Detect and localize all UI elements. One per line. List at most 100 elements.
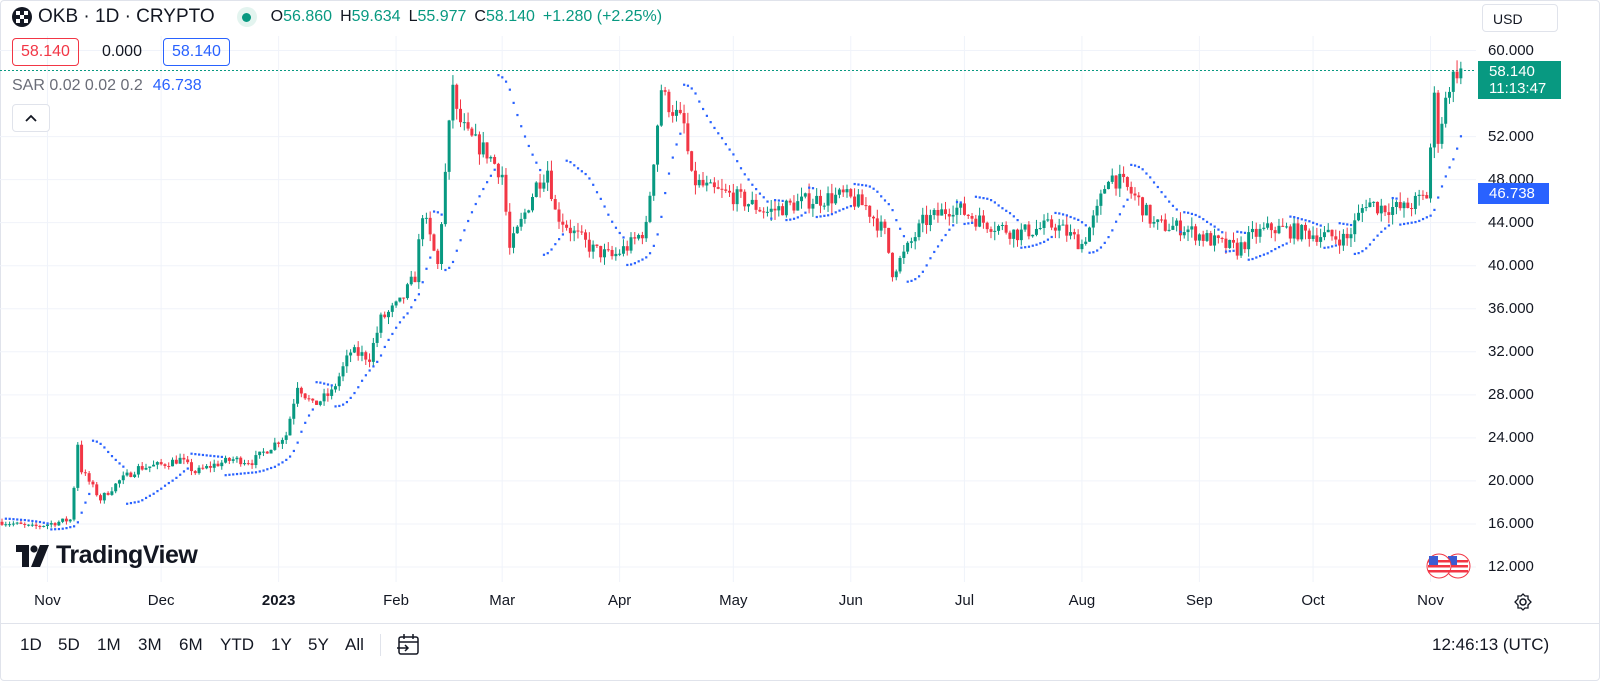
candle-body [765,211,769,213]
sar-dot [300,430,303,433]
settings-gear-icon[interactable] [1513,592,1533,612]
candle-body [1201,234,1205,241]
sar-dot [379,354,383,357]
sar-dot [311,408,314,411]
candle-body [1436,92,1440,144]
sar-dot [88,492,91,496]
candle-body [940,209,944,216]
sar-dot [1152,181,1156,184]
sar-dot [118,462,121,465]
tradingview-logo[interactable]: TradingView [16,541,198,570]
candle-body [57,521,61,526]
sar-dot [853,182,856,186]
sar-dot [1164,195,1167,198]
range-button-1y[interactable]: 1Y [271,635,292,654]
sar-dot [493,168,496,171]
sar-dot [402,316,405,319]
sar-dot [110,455,114,458]
candle-body [1247,232,1251,250]
candle-body [1144,204,1148,216]
sell-button[interactable]: 58.140 [12,38,79,66]
candle-body [1186,229,1190,233]
sar-dot [262,469,265,472]
candle-body [572,230,576,234]
candle-body [383,314,387,318]
sar-dot [1391,196,1394,200]
sar-dot [182,470,186,473]
sar-dot [1327,246,1330,249]
candle-body [1262,227,1266,229]
candle-body [303,393,307,399]
candle-body [53,523,57,526]
range-button-1m[interactable]: 1M [97,635,121,654]
sar-dot [535,161,538,164]
sar-dot [1001,207,1004,210]
candle-body [754,199,758,210]
candle-body [1080,243,1084,250]
candle-body [1447,91,1451,98]
candle-body [1334,236,1338,240]
sar-dot [921,270,924,273]
collapse-legend-button[interactable] [12,104,50,132]
candle-body [796,201,800,211]
sar-dot [1429,214,1432,217]
candle-body [451,84,455,121]
candle-body [538,182,542,189]
candle-body [1300,224,1304,240]
candle-body [224,457,228,463]
symbol-title[interactable]: OKB · 1D · CRYPTO [38,6,215,27]
candle-body [432,234,436,251]
candle-body [99,495,103,501]
sar-dot [398,321,402,324]
candle-body [80,444,84,473]
indicator-name: SAR 0.02 0.02 0.2 [12,77,143,94]
candle-body [663,90,667,92]
sar-dot [414,298,417,302]
sar-dot [736,160,739,163]
indicator-legend[interactable]: SAR 0.02 0.02 0.2 46.738 [12,77,202,95]
sar-dot [107,450,110,454]
candle-body [902,251,906,258]
utc-clock[interactable]: 12:46:13 (UTC) [1432,635,1550,654]
candle-body [1076,234,1080,250]
range-button-3m[interactable]: 3M [138,635,162,654]
candle-body [1171,225,1175,230]
sar-dot [963,222,966,226]
go-to-date-calendar-icon[interactable] [396,632,422,658]
sar-dot [1175,208,1178,211]
sar-dot [876,190,879,193]
candle-body [148,466,152,468]
sar-dot [792,217,796,220]
buy-button[interactable]: 58.140 [162,38,230,66]
sar-dot [819,215,822,218]
range-button-6m[interactable]: 6M [179,635,203,654]
range-button-5y[interactable]: 5Y [308,635,329,654]
sar-dot [129,501,133,505]
candle-body [121,475,125,481]
sar-dot [592,183,595,186]
sar-dot [633,262,636,265]
candle-body [856,194,860,207]
candle-body [424,217,428,219]
candle-body [1061,224,1065,226]
candle-body [1258,228,1262,237]
range-button-5d[interactable]: 5D [58,635,80,654]
candle-body [1315,235,1319,242]
candle-body [743,191,747,207]
candle-body [462,122,466,124]
range-button-1d[interactable]: 1D [20,635,42,654]
sar-dot [243,472,246,475]
candle-body [466,122,470,129]
currency-selector[interactable]: USD [1482,4,1558,32]
candle-body [1053,227,1057,231]
sar-dot [387,338,390,341]
candle-body [610,249,614,257]
candle-body [898,257,902,272]
sar-dot [588,177,591,180]
candle-body [216,463,220,467]
candle-body [890,252,894,278]
sar-dot [470,211,474,214]
range-button-all[interactable]: All [345,635,364,654]
range-button-ytd[interactable]: YTD [220,635,254,654]
